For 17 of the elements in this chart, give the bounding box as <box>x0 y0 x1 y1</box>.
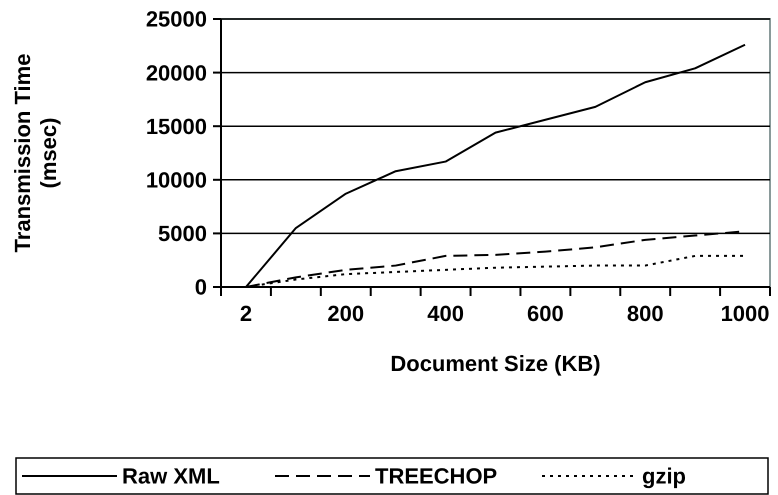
y-tick-label: 5000 <box>158 221 207 246</box>
y-tick-label: 25000 <box>146 6 207 32</box>
x-tick-label: 400 <box>427 301 464 326</box>
x-tick-label: 2 <box>240 301 252 326</box>
x-axis-title: Document Size (KB) <box>390 351 601 376</box>
x-tick-label: 1000 <box>720 301 770 326</box>
x-tick-label: 200 <box>327 301 364 326</box>
y-tick-label: 20000 <box>146 60 207 86</box>
legend-label: TREECHOP <box>375 464 498 489</box>
legend-label: gzip <box>642 464 686 489</box>
y-tick-label: 10000 <box>146 168 207 192</box>
x-tick-label: 600 <box>527 301 564 326</box>
y-tick-label: 0 <box>194 274 207 300</box>
y-tick-label: 15000 <box>146 114 207 139</box>
x-tick-label: 800 <box>626 301 664 326</box>
legend-label: Raw XML <box>122 464 220 489</box>
y-axis-title: Transmission Time (msec) <box>10 54 61 252</box>
